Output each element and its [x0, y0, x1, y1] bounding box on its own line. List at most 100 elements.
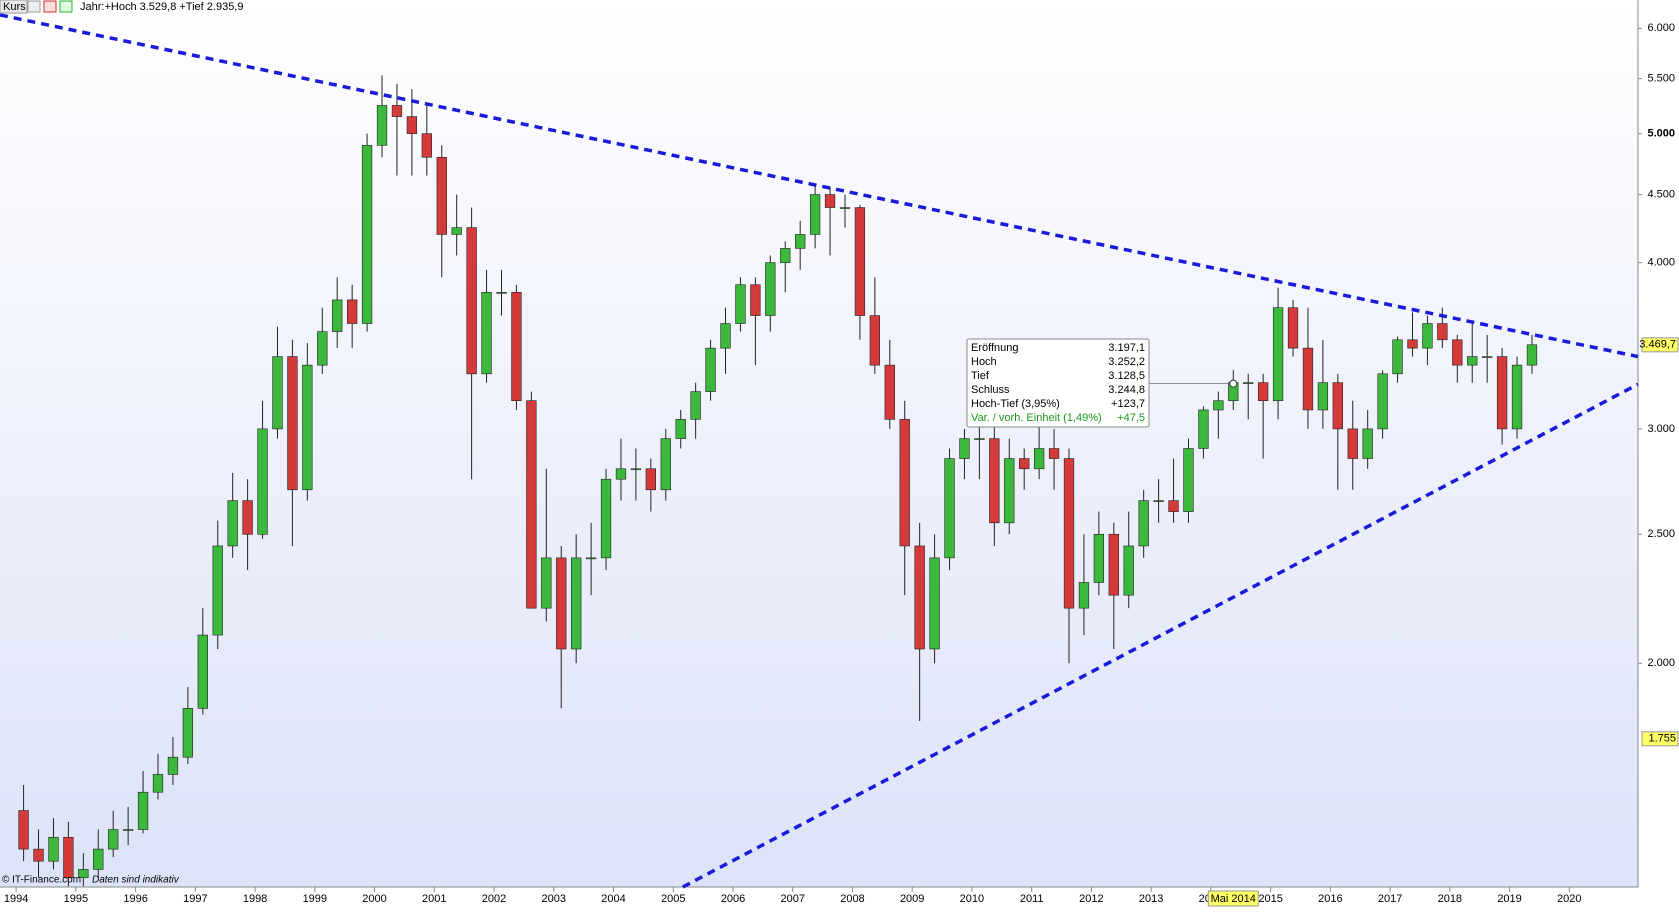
remove-icon[interactable] [43, 0, 57, 13]
candle-body [645, 468, 656, 491]
candle-body [167, 756, 179, 775]
tooltip-value: 3.197,1 [1108, 342, 1145, 354]
x-tick-label: 2018 [1438, 893, 1462, 905]
candle-body [212, 545, 223, 636]
candle-body [1511, 364, 1523, 430]
candle-body [585, 557, 597, 560]
y-tick-label: 5.500 [1647, 72, 1675, 84]
plot-background [0, 0, 1638, 887]
x-tick-label: 1994 [4, 893, 28, 905]
candle-body [541, 557, 552, 609]
x-tick-label: 2002 [482, 893, 506, 905]
candle-body [1302, 347, 1314, 411]
candle-body [48, 836, 59, 862]
candle-body [1467, 356, 1478, 366]
candle-body [735, 284, 746, 324]
x-tick-label: 2009 [900, 893, 924, 905]
x-tick-label: 2016 [1318, 893, 1342, 905]
crosshair-date-box [1207, 890, 1259, 907]
x-tick-label: 1998 [243, 893, 267, 905]
candle-body [1213, 400, 1224, 411]
candle-body [1377, 373, 1388, 430]
trendline [681, 382, 1639, 889]
candle-body [899, 419, 910, 547]
x-tick-label: 1997 [183, 893, 207, 905]
tooltip-label: Hoch-Tief (3,95%) [971, 398, 1060, 410]
candle-body [496, 291, 507, 294]
tooltip-label: Schluss [971, 384, 1010, 396]
candle-body [346, 299, 358, 324]
x-tick-label: 2004 [601, 893, 625, 905]
candle-body [854, 207, 866, 316]
candle-body [361, 145, 373, 324]
candle-body [944, 458, 955, 559]
candle-body [1153, 500, 1164, 502]
candle-body [1033, 448, 1045, 470]
candle-body [660, 438, 671, 491]
candle-body [1004, 458, 1015, 524]
tooltip-value: +123,7 [1111, 398, 1145, 410]
price-marker [1641, 337, 1679, 353]
candle-body [1452, 339, 1463, 366]
candle-body [197, 634, 208, 709]
candle-body [1243, 382, 1254, 384]
candle-body [1407, 339, 1418, 349]
x-tick-label: 1995 [64, 893, 88, 905]
tooltip-label: Hoch [971, 356, 997, 368]
candle-body [839, 207, 851, 209]
header-label: Kurs [3, 1, 26, 13]
candle-body [1347, 428, 1358, 459]
x-tick-label: 2012 [1079, 893, 1103, 905]
candle-body [257, 428, 268, 535]
candle-body [1392, 339, 1403, 375]
tooltip-value: 3.244,8 [1108, 384, 1145, 396]
candle-body [227, 500, 238, 547]
header-info: Jahr:+Hoch 3.529,8 +Tief 2.935,9 [80, 1, 243, 13]
x-tick-label: 2003 [542, 893, 566, 905]
candle-body [571, 557, 582, 650]
candle-body [421, 133, 432, 158]
y-tick-label: 2.500 [1647, 528, 1675, 540]
tooltip-label: Var. / vorh. Einheit (1,49%) [971, 412, 1102, 424]
candle-body [705, 347, 716, 392]
candle-body [302, 364, 313, 491]
candle-body [1048, 448, 1060, 459]
candle-body [93, 848, 104, 870]
candle-body [376, 105, 388, 146]
plot-layer: Eröffnung 3.197,1 Hoch 3.252,2 Tief 3.128,5 Sc… [0, 13, 1639, 889]
crosshair-point [1229, 379, 1238, 388]
candle-body [795, 234, 806, 249]
candle-body [1078, 582, 1090, 609]
price-marker-label: 1.755 [1648, 733, 1676, 745]
candle-body [690, 391, 701, 420]
tooltip-label: Tief [971, 370, 990, 382]
candle-body [989, 438, 1000, 524]
candle-body [720, 323, 731, 349]
candle-body [1332, 382, 1343, 430]
add-icon[interactable] [59, 0, 73, 13]
x-tick-label: 2019 [1497, 893, 1521, 905]
candle-body [108, 829, 119, 850]
y-tick-label: 3.000 [1647, 423, 1675, 435]
candle-body [1063, 458, 1075, 609]
candle-body [1093, 533, 1105, 583]
disclaimer: Daten sind indikativ [92, 875, 180, 886]
candle-body [63, 836, 74, 879]
candle-body [1496, 356, 1508, 430]
candle-body [33, 848, 44, 862]
tool-icon[interactable] [27, 0, 41, 13]
kurs-box [0, 0, 28, 14]
candle-body [78, 869, 89, 879]
tooltip-value: 3.128,5 [1108, 370, 1145, 382]
candle-body [1138, 500, 1149, 547]
candle-body [451, 227, 462, 235]
candle-body [1482, 356, 1493, 358]
x-tick-label: 2015 [1258, 893, 1282, 905]
tooltip-value: 3.252,2 [1108, 356, 1145, 368]
candle-body [780, 248, 791, 263]
candle-body [1168, 500, 1179, 512]
copyright: © IT-Finance.com [2, 875, 81, 886]
candle-body [556, 557, 567, 650]
tooltip-box [966, 338, 1150, 428]
